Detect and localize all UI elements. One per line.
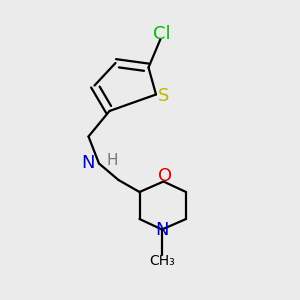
Text: O: O (158, 167, 172, 185)
Text: S: S (158, 87, 169, 105)
Text: N: N (155, 221, 169, 239)
Text: Cl: Cl (153, 25, 171, 43)
Text: CH₃: CH₃ (149, 254, 175, 268)
Text: N: N (81, 154, 94, 172)
Text: H: H (106, 153, 118, 168)
